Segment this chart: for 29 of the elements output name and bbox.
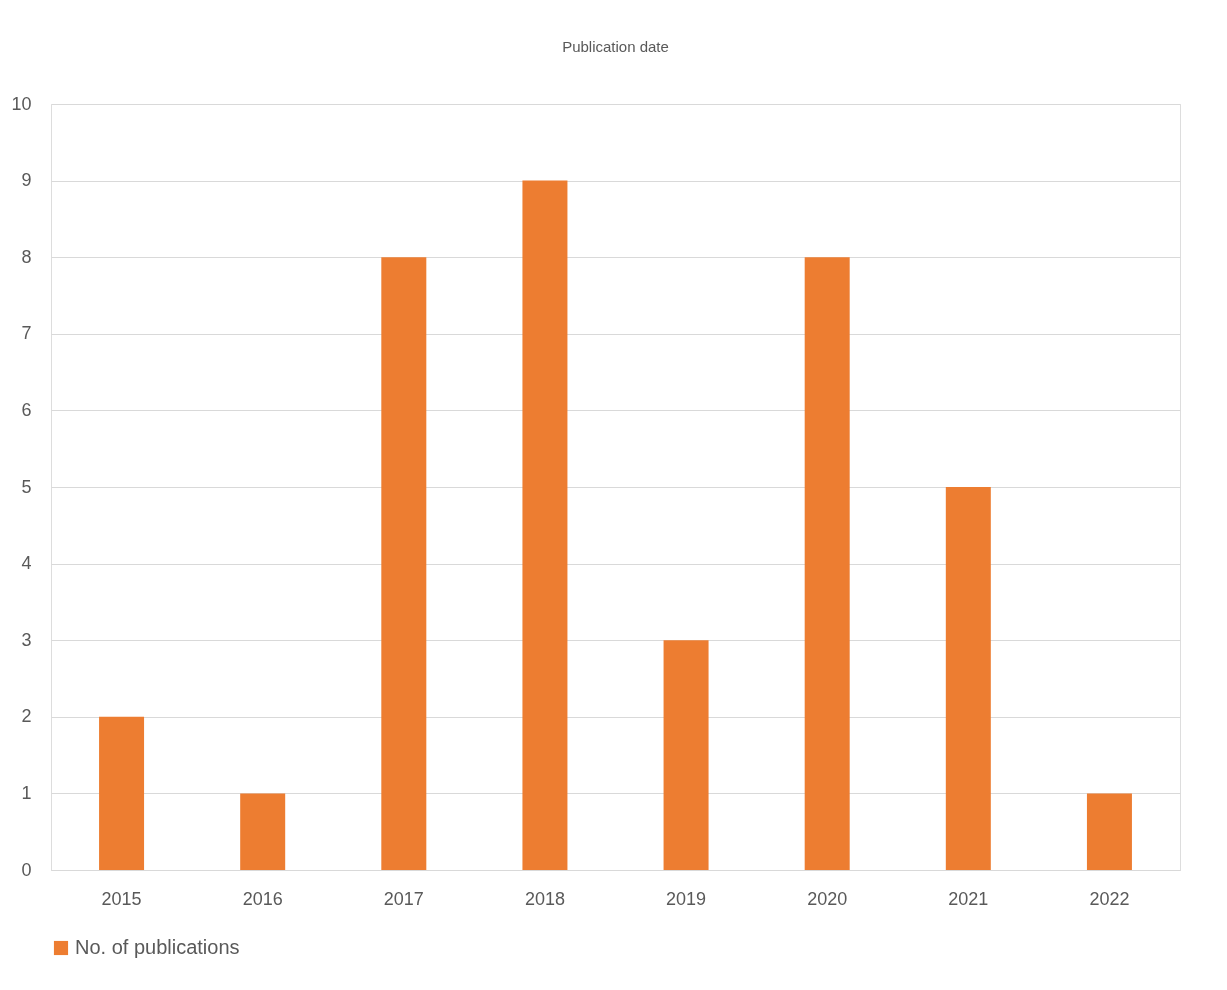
y-tick-label: 5	[21, 476, 32, 497]
y-tick-label: 1	[21, 782, 32, 803]
x-tick-label: 2016	[242, 888, 283, 909]
bar	[381, 257, 427, 870]
y-tick-label: 2	[21, 706, 32, 727]
bar	[99, 716, 145, 870]
y-tick-label: 0	[21, 859, 32, 880]
y-tick-label: 9	[21, 170, 32, 191]
x-tick-label: 2020	[807, 888, 848, 909]
y-tick-label: 4	[21, 553, 32, 574]
chart-title: Publication date	[562, 38, 669, 55]
bar	[663, 640, 709, 870]
bar	[240, 793, 286, 870]
y-tick-label: 3	[21, 629, 32, 650]
y-tick-label: 10	[11, 93, 32, 114]
x-tick-label: 2018	[524, 888, 565, 909]
bar	[522, 180, 568, 870]
x-tick-label: 2021	[948, 888, 989, 909]
bar	[945, 487, 991, 870]
x-tick-label: 2019	[666, 888, 707, 909]
x-tick-label: 2017	[383, 888, 424, 909]
y-tick-label: 7	[21, 323, 32, 344]
bar	[804, 257, 850, 870]
legend-label: No. of publications	[75, 936, 240, 958]
y-tick-label: 6	[21, 399, 32, 420]
bar	[1086, 793, 1132, 870]
x-tick-label: 2015	[101, 888, 142, 909]
y-tick-label: 8	[21, 246, 32, 267]
x-tick-label: 2022	[1089, 888, 1130, 909]
